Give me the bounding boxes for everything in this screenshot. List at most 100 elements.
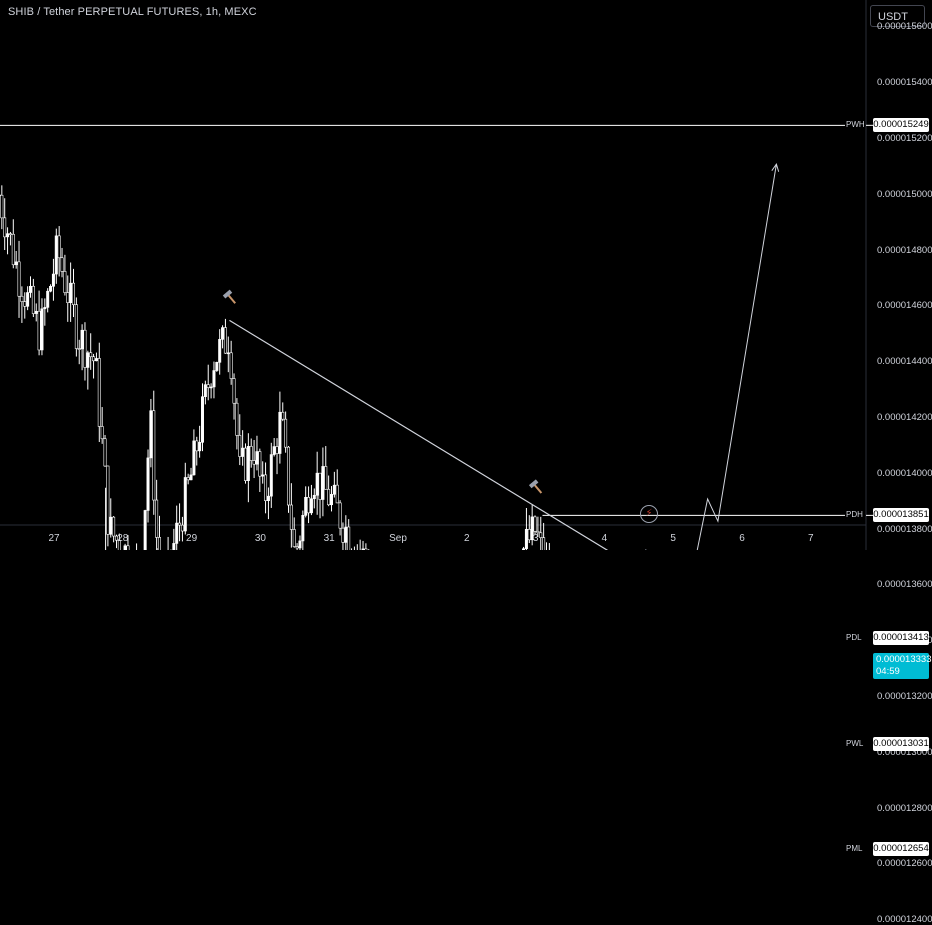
x-tick-label: 27: [48, 533, 59, 544]
candle-body: [316, 473, 318, 495]
candle-body: [155, 500, 157, 537]
candle-body: [204, 385, 206, 397]
projection-path[interactable]: [654, 164, 776, 550]
candle-body: [273, 447, 275, 455]
candle-body: [330, 494, 332, 504]
current-price-value: 0.000013333: [876, 654, 929, 666]
price-chart[interactable]: [0, 0, 932, 550]
y-tick-label: 0.000015000: [877, 189, 932, 200]
level-tag: PWH: [846, 120, 865, 129]
candle-body: [201, 397, 203, 443]
candle-body: [267, 496, 269, 500]
candle-body: [302, 515, 304, 541]
candle-body: [104, 439, 106, 466]
candle-body: [1, 195, 3, 218]
candle-body: [29, 286, 31, 292]
candle-body: [256, 452, 258, 465]
candle-body: [325, 466, 327, 489]
y-tick-label: 0.000015200: [877, 133, 932, 144]
candle-body: [158, 537, 160, 550]
candle-body: [270, 455, 272, 497]
candle-body: [67, 293, 69, 303]
candle-body: [110, 517, 112, 534]
candle-body: [112, 517, 114, 536]
candle-body: [239, 435, 241, 456]
candle-body: [287, 447, 289, 505]
candle-body: [15, 262, 17, 265]
candle-body: [81, 330, 83, 349]
y-tick-label: 0.000014200: [877, 412, 932, 423]
y-tick-label: 0.000014400: [877, 356, 932, 367]
lightning-icon[interactable]: ⚡: [640, 505, 658, 523]
candle-body: [310, 499, 312, 513]
candle-body: [32, 286, 34, 313]
y-tick-label: 0.000012600: [877, 858, 932, 869]
candle-body: [92, 357, 94, 361]
candle-body: [333, 485, 335, 494]
y-tick-label: 0.000012800: [877, 803, 932, 814]
candle-body: [69, 283, 71, 303]
y-tick-label: 0.000015600: [877, 21, 932, 32]
candle-body: [12, 234, 14, 264]
candle-body: [247, 446, 249, 480]
candle-body: [127, 546, 129, 550]
chart-title: SHIB / Tether PERPETUAL FUTURES, 1h, MEX…: [8, 6, 257, 18]
y-tick-label: 0.000013200: [877, 691, 932, 702]
candle-body: [61, 258, 63, 272]
candle-body: [3, 218, 5, 237]
current-price-label: 0.000013333 04:59: [873, 653, 929, 679]
candle-body: [58, 236, 60, 258]
y-tick-label: 0.000012400: [877, 914, 932, 925]
level-price-label: 0.000013851: [873, 508, 929, 522]
candle-body: [250, 446, 252, 460]
candle-body: [307, 497, 309, 513]
y-tick-label: 0.000013600: [877, 579, 932, 590]
candle-body: [525, 529, 527, 548]
candle-body: [41, 309, 43, 350]
x-tick-label: 31: [324, 533, 335, 544]
candle-body: [236, 403, 238, 435]
candle-body: [181, 525, 183, 531]
candle-body: [313, 495, 315, 498]
candle-body: [196, 441, 198, 451]
candle-body: [173, 543, 175, 550]
candle-body: [327, 489, 329, 504]
candle-body: [216, 362, 218, 370]
x-tick-label: 6: [739, 533, 745, 544]
x-tick-label: Sep: [389, 533, 407, 544]
candle-body: [107, 466, 109, 534]
candle-body: [345, 527, 347, 542]
hammer-icon: [223, 290, 239, 307]
candle-body: [218, 339, 220, 362]
candle-body: [261, 475, 263, 476]
candle-body: [339, 503, 341, 528]
candle-body: [241, 448, 243, 456]
candle-body: [101, 426, 103, 438]
candle-body: [253, 461, 255, 465]
candle-body: [198, 442, 200, 451]
candle-body: [207, 385, 209, 388]
y-tick-label: 0.000014600: [877, 300, 932, 311]
candle-body: [528, 529, 530, 539]
candle-body: [46, 291, 48, 307]
candle-body: [49, 286, 51, 291]
candle-body: [284, 419, 286, 447]
x-tick-label: 4: [602, 533, 608, 544]
x-tick-label: 30: [255, 533, 266, 544]
candle-body: [175, 523, 177, 543]
x-tick-label: 7: [808, 533, 814, 544]
candle-body: [221, 328, 223, 340]
candle-body: [193, 441, 195, 475]
candle-body: [9, 234, 11, 235]
candle-body: [233, 379, 235, 404]
level-price-label: 0.000015249: [873, 118, 929, 132]
candle-body: [290, 505, 292, 529]
level-tag: PDH: [846, 510, 863, 519]
candle-body: [224, 328, 226, 354]
candle-body: [336, 485, 338, 503]
candle-body: [55, 236, 57, 274]
y-tick-label: 0.000014000: [877, 468, 932, 479]
level-tag: PDL: [846, 633, 862, 642]
candle-body: [84, 330, 86, 367]
y-tick-label: 0.000013800: [877, 524, 932, 535]
